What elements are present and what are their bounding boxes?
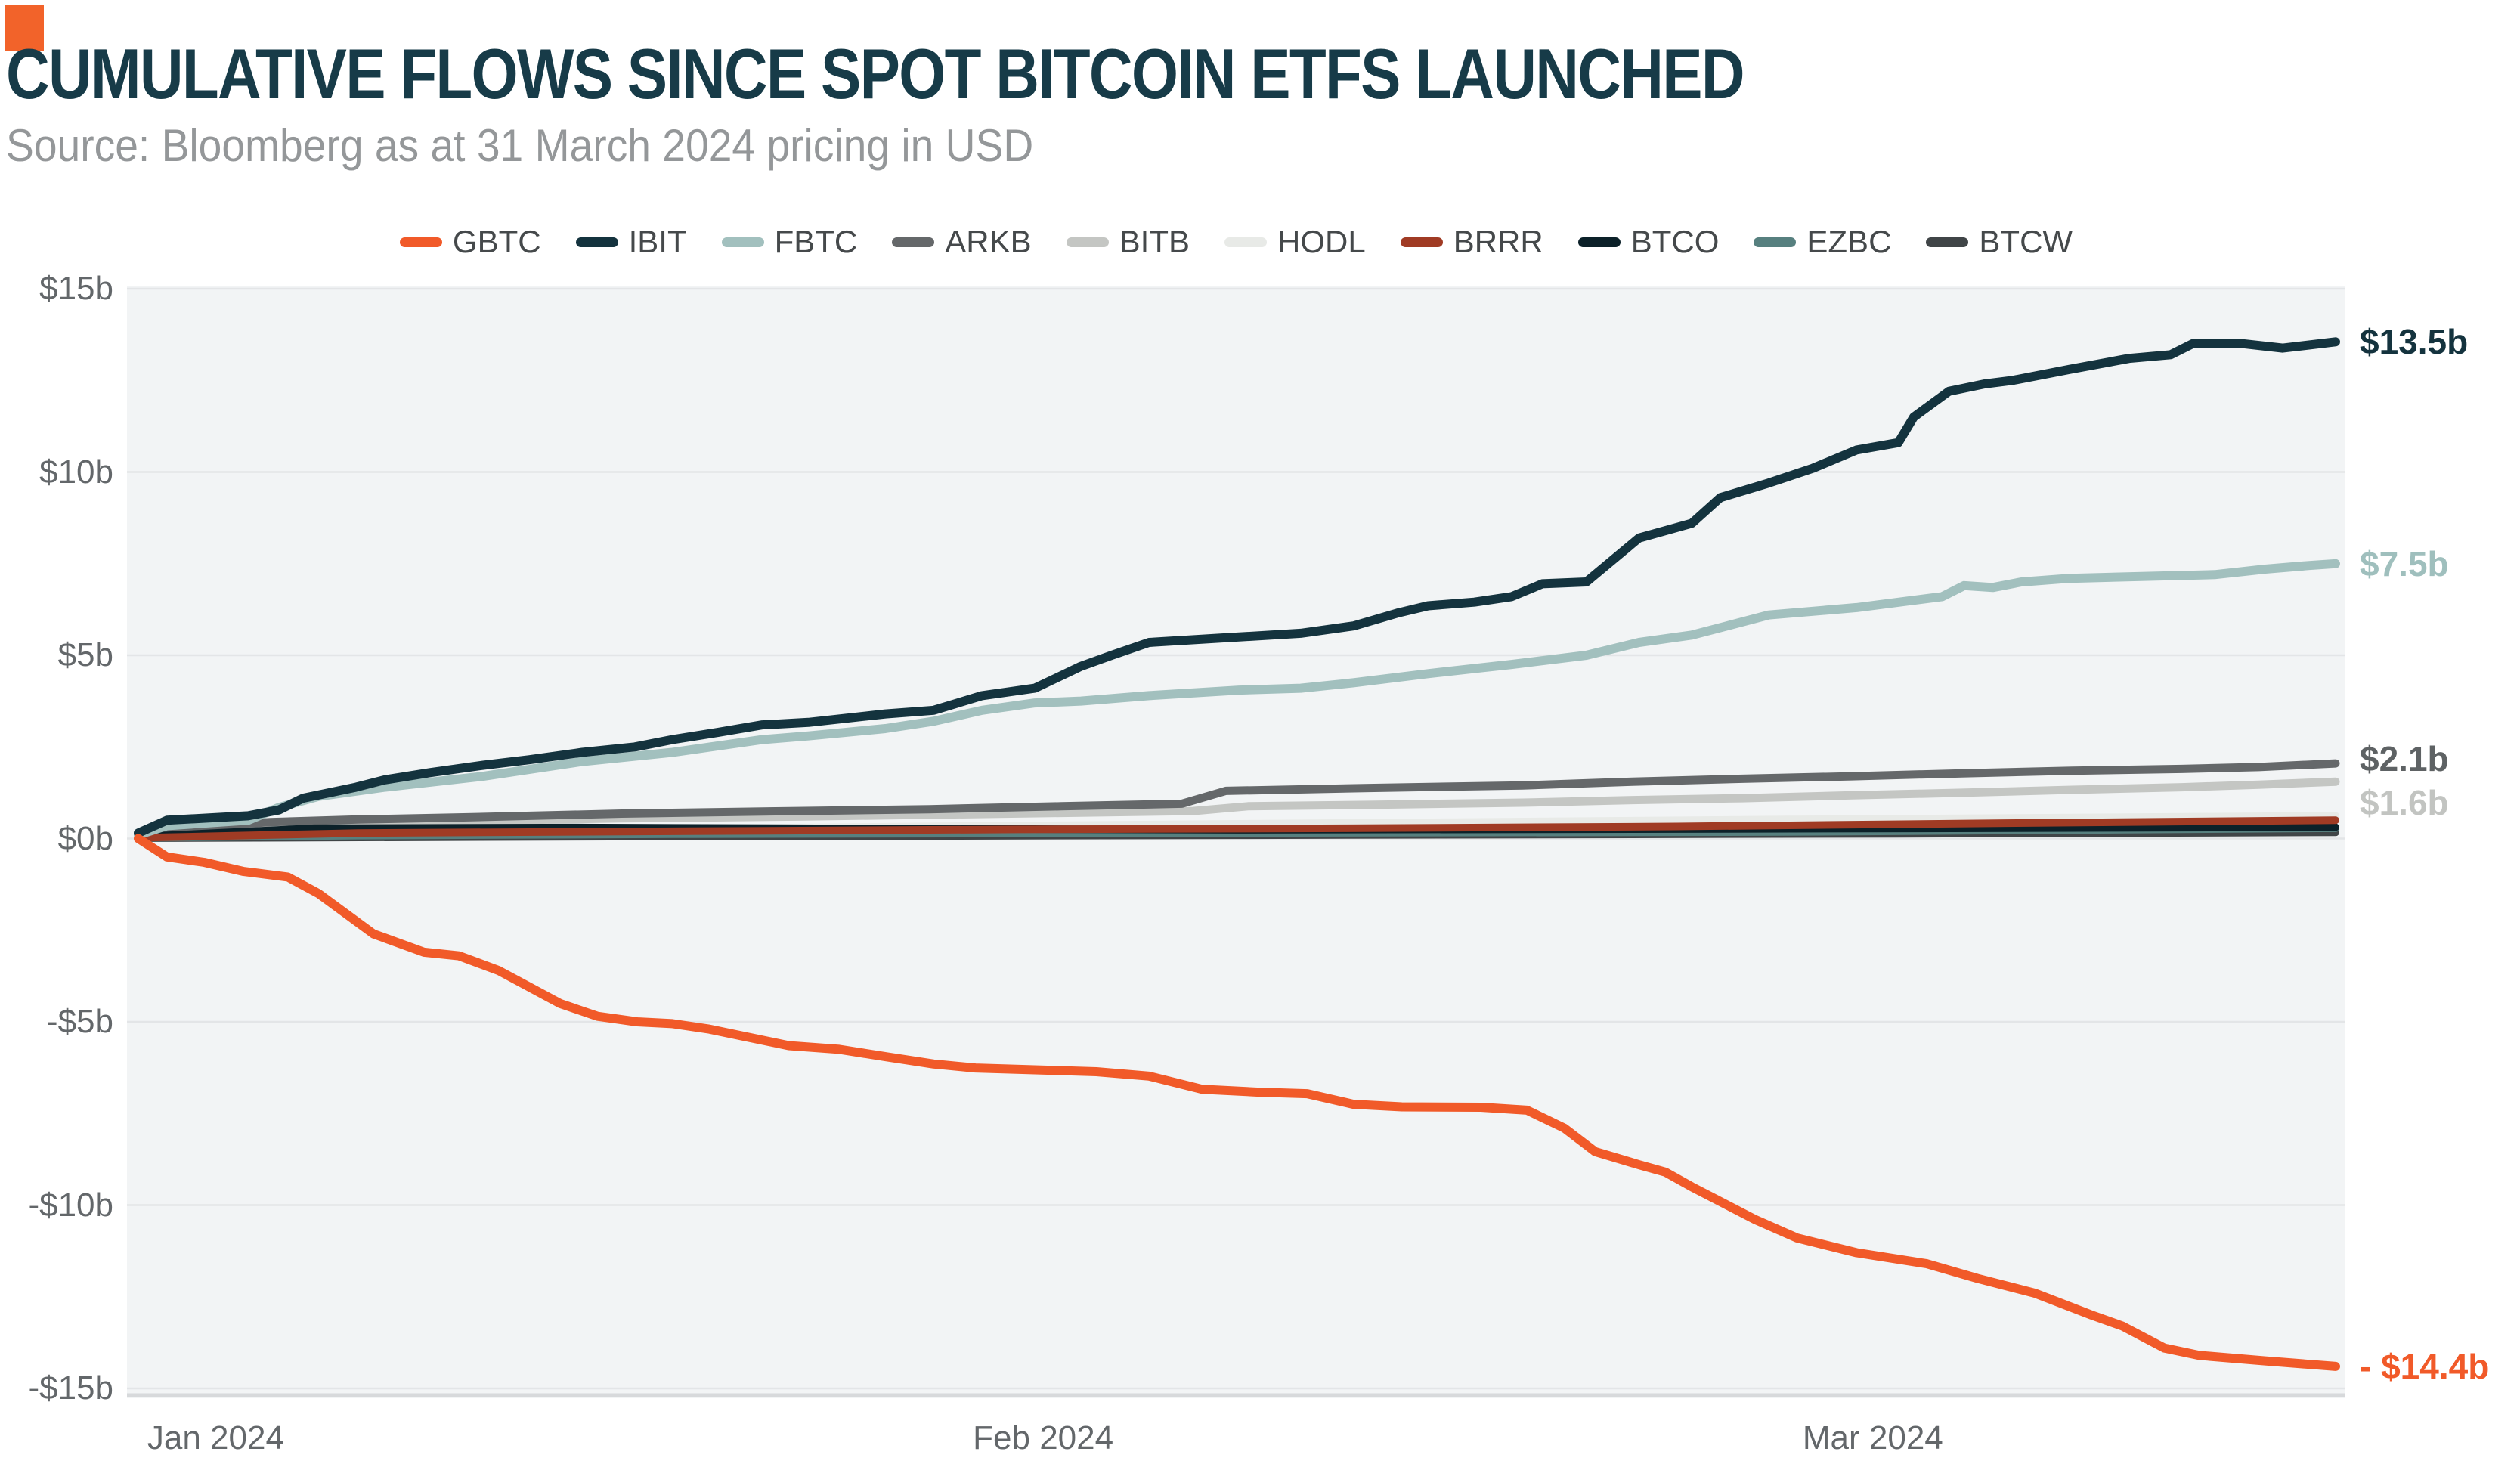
legend-chip-icon (1754, 237, 1797, 247)
brand-accent-square (5, 5, 44, 51)
legend-item-brrr: BRRR (1400, 224, 1543, 260)
legend-item-label: ARKB (945, 224, 1032, 259)
y-axis-tick-label: -$10b (28, 1186, 113, 1224)
legend-item-label: FBTC (774, 224, 858, 259)
series-line-fbtc (134, 559, 2340, 840)
y-axis-tick-label: $15b (39, 270, 113, 307)
legend-chip-icon (1400, 237, 1443, 247)
page-title: CUMULATIVE FLOWS SINCE SPOT BITCOIN ETFS… (6, 34, 1745, 113)
end-label-arkb: $2.1b (2360, 739, 2449, 779)
legend-chip-icon (1577, 237, 1621, 247)
series-line-brrr (135, 816, 2339, 842)
legend-chip-icon (1066, 237, 1109, 247)
y-axis-tick-label: $0b (57, 819, 113, 857)
legend-item-label: GBTC (452, 224, 541, 259)
legend-item-arkb: ARKB (892, 224, 1032, 260)
legend-item-bitb: BITB (1066, 224, 1190, 260)
legend-item-label: BTCW (1979, 224, 2073, 259)
end-label-gbtc: - $14.4b (2360, 1346, 2490, 1386)
end-label-fbtc: $7.5b (2360, 543, 2449, 583)
series-line-ibit (134, 337, 2340, 838)
legend-chip-icon (721, 237, 764, 247)
legend-item-hodl: HODL (1224, 224, 1366, 260)
legend-item-btco: BTCO (1577, 224, 1720, 260)
x-axis-tick-label: Feb 2024 (973, 1419, 1114, 1456)
legend-item-btcw: BTCW (1926, 224, 2073, 260)
legend-chip-icon (1224, 237, 1267, 247)
legend-item-label: BITB (1119, 224, 1190, 259)
x-axis-tick-label: Mar 2024 (1802, 1419, 1943, 1456)
y-axis-tick-label: $10b (39, 453, 113, 491)
legend-item-ibit: IBIT (575, 224, 687, 260)
legend-chip-icon (1926, 237, 1969, 247)
legend-item-fbtc: FBTC (721, 224, 858, 260)
end-label-ibit: $13.5b (2360, 322, 2469, 362)
legend: GBTC IBIT FBTC ARKB BITB HODL BRRR BTCO EZBC BTCW (127, 224, 2345, 260)
legend-chip-icon (399, 237, 442, 247)
series-line-arkb (134, 759, 2340, 841)
series-line-gbtc (134, 834, 2340, 1371)
end-label-bitb: $1.6b (2360, 783, 2449, 823)
x-axis-tick-label: Jan 2024 (147, 1419, 284, 1456)
y-axis-tick-label: $5b (57, 636, 113, 673)
y-axis-tick-label: -$15b (28, 1369, 113, 1407)
legend-chip-icon (892, 237, 935, 247)
legend-item-label: IBIT (628, 224, 687, 259)
page-subtitle: Source: Bloomberg as at 31 March 2024 pr… (6, 120, 1034, 171)
legend-item-gbtc: GBTC (399, 224, 541, 260)
y-axis-tick-label: -$5b (46, 1003, 113, 1040)
legend-chip-icon (575, 237, 618, 247)
legend-item-label: BTCO (1630, 224, 1720, 259)
legend-item-label: BRRR (1453, 224, 1543, 259)
legend-item-ezbc: EZBC (1754, 224, 1891, 260)
chart-area (127, 287, 2345, 1397)
legend-item-label: HODL (1277, 224, 1366, 259)
legend-item-label: EZBC (1806, 224, 1892, 259)
